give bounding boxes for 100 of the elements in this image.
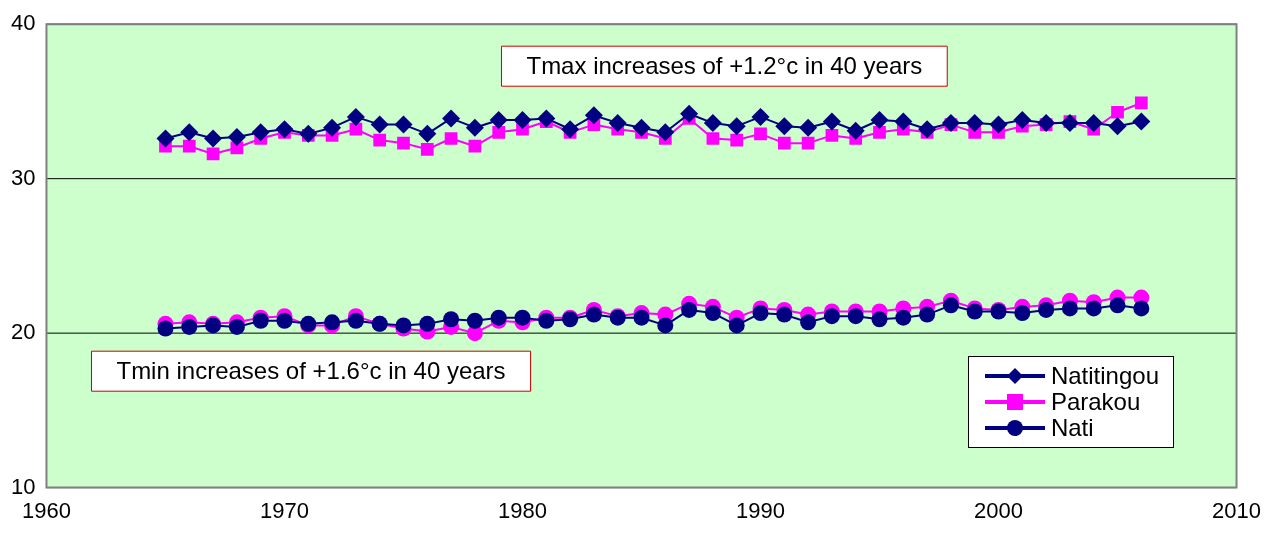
point bbox=[1084, 114, 1103, 133]
point bbox=[466, 312, 483, 329]
point bbox=[754, 127, 767, 141]
point bbox=[608, 114, 627, 133]
point bbox=[919, 306, 936, 323]
point bbox=[825, 129, 839, 142]
point bbox=[895, 309, 912, 326]
point bbox=[513, 110, 532, 129]
point bbox=[276, 312, 293, 329]
point bbox=[777, 136, 791, 150]
point bbox=[181, 318, 198, 335]
point bbox=[514, 309, 531, 326]
point bbox=[442, 109, 461, 128]
point bbox=[846, 121, 865, 140]
legend-label: Natitingou bbox=[1050, 362, 1159, 389]
legend-label: Nati bbox=[1050, 414, 1094, 441]
x-tick-label: 1960 bbox=[21, 497, 71, 523]
point bbox=[730, 133, 744, 147]
point bbox=[632, 118, 651, 137]
point bbox=[465, 118, 484, 137]
annotation: Tmax increases of +1.2°c in 40 years bbox=[526, 51, 923, 79]
point bbox=[251, 123, 270, 142]
point bbox=[156, 129, 175, 148]
point bbox=[776, 306, 793, 323]
y-tick-label: 20 bbox=[10, 319, 36, 345]
point bbox=[347, 312, 364, 329]
point bbox=[561, 120, 580, 139]
point bbox=[1037, 114, 1056, 133]
point bbox=[989, 115, 1008, 134]
point bbox=[1013, 110, 1032, 129]
point bbox=[894, 112, 913, 131]
point bbox=[752, 305, 769, 322]
point bbox=[1085, 300, 1102, 317]
x-tick-label: 2010 bbox=[1212, 497, 1262, 523]
point bbox=[1108, 117, 1127, 136]
point bbox=[1038, 301, 1055, 318]
point bbox=[397, 136, 410, 150]
point bbox=[727, 117, 746, 136]
point bbox=[1132, 112, 1151, 131]
point bbox=[584, 106, 603, 125]
point bbox=[801, 136, 815, 150]
point bbox=[823, 308, 840, 325]
y-tick-label: 40 bbox=[10, 10, 36, 36]
point bbox=[681, 301, 698, 318]
point bbox=[965, 114, 984, 133]
point bbox=[1134, 96, 1148, 110]
point bbox=[444, 132, 458, 145]
point bbox=[275, 120, 294, 139]
point bbox=[1111, 105, 1124, 119]
point bbox=[349, 122, 363, 136]
point bbox=[394, 115, 413, 134]
point bbox=[873, 125, 886, 139]
x-tick-label: 2000 bbox=[974, 497, 1023, 523]
point bbox=[585, 306, 602, 323]
point bbox=[1133, 300, 1150, 317]
point bbox=[157, 320, 174, 337]
point bbox=[633, 309, 650, 326]
point bbox=[728, 317, 745, 334]
x-tick-label: 1980 bbox=[498, 497, 547, 523]
point bbox=[468, 139, 482, 153]
y-tick-label: 30 bbox=[10, 164, 36, 190]
x-tick-label: 1990 bbox=[736, 497, 785, 523]
point bbox=[489, 110, 508, 129]
legend-label: Parakou bbox=[1050, 388, 1141, 415]
point bbox=[299, 124, 318, 143]
point bbox=[419, 315, 436, 332]
point bbox=[775, 117, 794, 136]
point bbox=[703, 114, 722, 133]
point bbox=[656, 123, 675, 142]
point bbox=[204, 129, 223, 148]
point bbox=[373, 133, 387, 147]
point bbox=[227, 127, 246, 146]
point bbox=[1014, 305, 1031, 322]
point bbox=[941, 114, 960, 133]
point bbox=[680, 104, 699, 123]
point bbox=[492, 125, 506, 139]
point bbox=[847, 308, 864, 325]
point bbox=[1060, 114, 1079, 133]
x-tick-label: 1970 bbox=[260, 497, 309, 523]
y-tick-label: 10 bbox=[10, 473, 36, 499]
point bbox=[537, 109, 556, 128]
point bbox=[822, 112, 841, 131]
point bbox=[657, 317, 674, 334]
point bbox=[751, 107, 770, 126]
point bbox=[918, 120, 937, 139]
point bbox=[871, 311, 888, 328]
point bbox=[182, 139, 196, 153]
annotation: Tmin increases of +1.6°c in 40 years bbox=[116, 356, 506, 384]
point bbox=[706, 132, 720, 145]
point bbox=[323, 118, 342, 137]
point bbox=[942, 297, 959, 314]
point bbox=[418, 124, 437, 143]
point bbox=[228, 318, 245, 335]
point bbox=[800, 314, 817, 331]
point bbox=[443, 311, 460, 328]
point bbox=[870, 110, 889, 129]
point bbox=[799, 118, 818, 137]
point bbox=[180, 123, 199, 142]
point bbox=[1061, 300, 1078, 317]
point bbox=[346, 107, 365, 126]
